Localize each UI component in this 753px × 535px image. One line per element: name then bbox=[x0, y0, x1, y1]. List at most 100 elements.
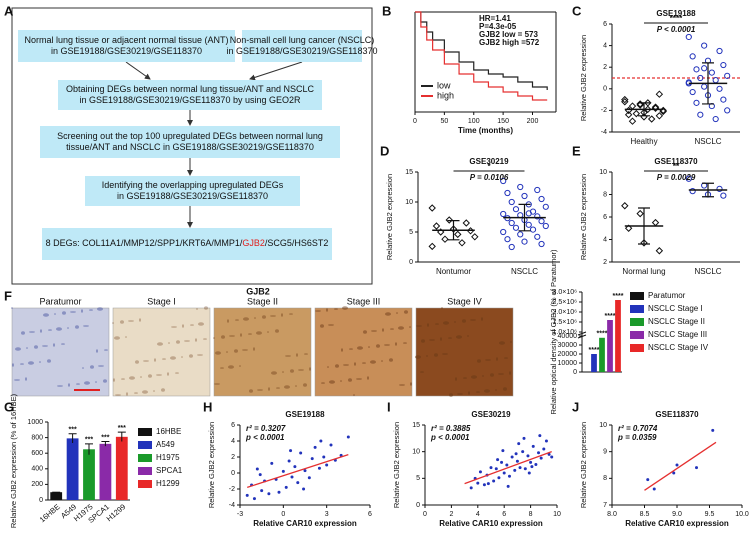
ihc-texture bbox=[327, 366, 329, 368]
dot bbox=[689, 88, 696, 96]
chart-title: GSE30219 bbox=[471, 410, 511, 419]
chart-title: GSE30219 bbox=[469, 157, 509, 166]
ihc-texture bbox=[429, 339, 435, 341]
dot bbox=[651, 103, 660, 111]
ihc-texture bbox=[97, 307, 103, 311]
x-axis-label: Relative CAR10 expression bbox=[625, 519, 729, 528]
y-tick-label: 5 bbox=[416, 475, 420, 482]
scatter-point bbox=[469, 486, 473, 490]
legend-swatch bbox=[630, 344, 644, 352]
dot bbox=[428, 204, 436, 212]
dot bbox=[504, 189, 511, 197]
y-tick-label: 10000 bbox=[558, 360, 578, 367]
y-tick-label: 15 bbox=[405, 169, 413, 176]
legend-label: H1299 bbox=[156, 479, 180, 488]
legend-swatch bbox=[138, 454, 152, 462]
x-tick-label: 4 bbox=[476, 511, 480, 518]
flowchart-frame bbox=[11, 7, 373, 285]
scatter-point bbox=[534, 462, 538, 466]
ihc-texture bbox=[254, 317, 256, 319]
y-axis-label: Relative GJB2 expression bbox=[579, 174, 588, 260]
ihc-texture bbox=[83, 325, 89, 327]
y-tick-label: -2 bbox=[229, 486, 235, 493]
r2-text: r² = 0.7074 bbox=[618, 424, 658, 433]
ihc-texture bbox=[335, 364, 339, 368]
ihc-texture bbox=[53, 343, 55, 347]
ihc-texture bbox=[467, 335, 469, 337]
annotation: GJB2 low = 573 bbox=[479, 30, 538, 39]
dot bbox=[720, 61, 727, 69]
dot bbox=[712, 115, 719, 123]
scatter-point bbox=[302, 487, 306, 491]
scatter-point bbox=[299, 451, 303, 455]
scatter-point bbox=[489, 466, 493, 470]
ihc-texture bbox=[196, 308, 198, 310]
dot bbox=[693, 99, 700, 106]
annotation: P=4.3e-05 bbox=[479, 22, 517, 31]
fit-line bbox=[464, 451, 552, 485]
ihc-texture bbox=[376, 344, 380, 348]
ihc-texture bbox=[309, 367, 311, 371]
ihc-texture bbox=[134, 392, 138, 394]
flow-text: Obtaining DEGs between normal lung tissu… bbox=[66, 84, 314, 94]
sd-bar bbox=[638, 207, 650, 245]
x-axis-label: Relative CAR10 expression bbox=[439, 519, 543, 528]
dot bbox=[720, 96, 727, 103]
legend-swatch bbox=[630, 318, 644, 326]
flow-box bbox=[85, 176, 300, 206]
dot bbox=[701, 65, 708, 72]
dot bbox=[624, 106, 633, 115]
legend-swatch bbox=[138, 428, 152, 436]
km-curve bbox=[415, 11, 548, 101]
ihc-texture bbox=[76, 383, 80, 385]
y-tick-label: 6 bbox=[603, 21, 607, 28]
y-tick-label: -4 bbox=[229, 502, 235, 509]
ihc-texture bbox=[167, 372, 169, 376]
y-tick-label: 2 bbox=[603, 64, 607, 71]
scatter-point bbox=[550, 455, 554, 459]
flow-text-part: GJB2 bbox=[242, 238, 265, 248]
dot bbox=[651, 218, 660, 227]
scatter-point bbox=[497, 476, 501, 480]
scatter-point bbox=[287, 459, 291, 463]
scatter-point bbox=[517, 442, 521, 446]
y-tick-label: 200 bbox=[31, 481, 43, 488]
legend-label: A549 bbox=[156, 440, 175, 449]
y-tick-label: 2 bbox=[603, 259, 607, 266]
scatter-point bbox=[296, 481, 300, 485]
ihc-image bbox=[213, 307, 312, 397]
ihc-texture bbox=[68, 383, 70, 387]
flow-text: Non-small cell lung cancer (NSCLC) bbox=[230, 35, 375, 45]
ihc-texture bbox=[354, 362, 356, 366]
scatter-point bbox=[293, 465, 297, 469]
ihc-texture bbox=[15, 347, 21, 351]
ihc-texture bbox=[176, 340, 180, 344]
dot bbox=[716, 47, 723, 55]
ihc-texture bbox=[104, 349, 108, 351]
dot bbox=[628, 117, 637, 125]
ihc-texture bbox=[434, 353, 438, 357]
ihc-texture bbox=[368, 346, 370, 348]
scatter-point bbox=[329, 443, 333, 447]
x-tick-label: 50 bbox=[440, 118, 448, 125]
ihc-texture bbox=[349, 348, 353, 350]
scatter-point bbox=[303, 469, 307, 473]
scatter-point bbox=[531, 444, 535, 448]
legend-label: NSCLC Stage II bbox=[648, 317, 705, 326]
y-tick-label: 6 bbox=[603, 214, 607, 221]
dot bbox=[500, 228, 507, 236]
ihc-texture bbox=[154, 358, 156, 362]
ihc-texture bbox=[128, 320, 134, 322]
dot bbox=[720, 192, 727, 199]
dot bbox=[454, 230, 462, 239]
ihc-texture bbox=[370, 360, 376, 364]
ihc-texture bbox=[220, 367, 224, 369]
x-tick-label: 150 bbox=[497, 118, 509, 125]
sig-stars: * bbox=[487, 162, 491, 171]
ihc-texture bbox=[398, 326, 404, 330]
panel-letter: B bbox=[382, 3, 391, 18]
dot bbox=[529, 226, 537, 233]
scatter-point bbox=[307, 476, 311, 480]
bar-label: *** bbox=[101, 434, 109, 441]
ihc-texture bbox=[449, 393, 453, 397]
